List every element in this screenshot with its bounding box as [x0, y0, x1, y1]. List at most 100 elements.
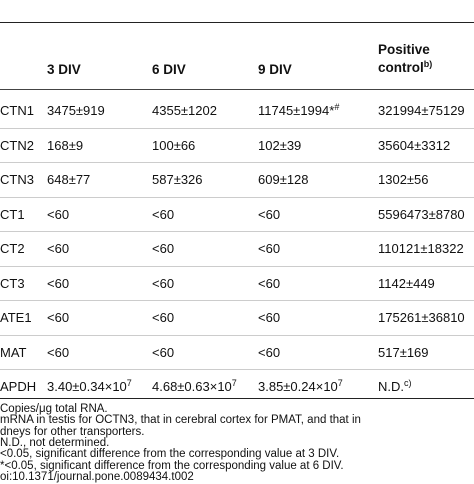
- footnote: N.D., not determined.: [0, 436, 110, 449]
- header-cell: Positive: [378, 42, 430, 57]
- row-rule: [0, 334, 474, 336]
- cell-text: <60: [258, 206, 281, 222]
- row-rule: [0, 196, 474, 198]
- cell-text: 4355±1202: [152, 103, 217, 118]
- top-rule: [0, 22, 474, 23]
- cell-text: <60: [47, 310, 70, 325]
- row-label: ATE1: [0, 310, 32, 325]
- row-label: APDH: [0, 379, 37, 394]
- cell-text: 3.40±0.34×10: [47, 379, 127, 394]
- cell: <60: [47, 345, 69, 361]
- row-label: CT2: [0, 241, 25, 256]
- cell: 102±39: [258, 138, 301, 154]
- row-label: CT1: [0, 206, 25, 222]
- row-rule: [0, 300, 474, 301]
- cell: 3.40±0.34×107: [47, 379, 132, 395]
- cell-text: 168±9: [47, 137, 84, 153]
- cell: <60: [258, 207, 280, 223]
- cell-sup: c): [404, 378, 412, 388]
- cell-text: <60: [258, 310, 281, 325]
- footnote: dneys for other transporters.: [0, 425, 145, 438]
- cell: <60: [258, 241, 280, 257]
- cell-text: 609±128: [258, 172, 309, 187]
- cell: <60: [152, 276, 174, 292]
- row-rule: [0, 265, 474, 267]
- cell-text: <60: [47, 241, 70, 256]
- cell: 3.85±0.24×107: [258, 379, 343, 395]
- cell: 587±326: [152, 172, 203, 188]
- cell-text: 1302±56: [378, 172, 429, 187]
- cell: <60: [152, 241, 174, 257]
- cell: <60: [47, 310, 69, 326]
- row-rule: [0, 231, 474, 232]
- cell-sup: #: [334, 102, 340, 112]
- row-rule: [0, 127, 474, 129]
- cell-text: <60: [152, 241, 175, 256]
- row-rule: [0, 162, 474, 163]
- cell-text: <60: [152, 206, 175, 222]
- footnote: mRNA in testis for OCTN3, that in cerebr…: [0, 414, 361, 427]
- row-label: CTN1: [0, 103, 34, 118]
- cell: 4.68±0.63×107: [152, 379, 237, 395]
- header-cell: 6 DIV: [152, 62, 186, 78]
- header-cell: 3 DIV: [47, 62, 81, 78]
- cell-text: 648±77: [47, 172, 91, 187]
- cell: <60: [47, 276, 69, 292]
- cell: 4355±1202: [152, 103, 217, 119]
- cell-text: 11745±1994*: [258, 103, 335, 118]
- cell: 168±9: [47, 138, 83, 154]
- cell: <60: [152, 345, 174, 361]
- cell: 100±66: [152, 138, 195, 154]
- cell-sup: 7: [231, 378, 237, 388]
- row-label: CT3: [0, 275, 25, 291]
- cell-text: N.D.: [378, 379, 404, 394]
- cell-text: <60: [47, 344, 70, 360]
- cell: 3475±919: [47, 103, 105, 119]
- cell: N.D.c): [378, 379, 412, 395]
- cell: 648±77: [47, 172, 90, 188]
- cell: <60: [258, 276, 280, 292]
- header-cell: controlb): [378, 60, 432, 76]
- cell: 1142±449: [378, 276, 435, 292]
- cell-text: 5596473±8780: [378, 206, 465, 222]
- cell: <60: [152, 310, 174, 326]
- footnote: *<0.05, significant difference from the …: [0, 459, 344, 472]
- cell-text: <60: [47, 275, 70, 291]
- cell: 11745±1994*#: [258, 103, 339, 119]
- row-label: MAT: [0, 344, 27, 360]
- cell: <60: [258, 310, 280, 326]
- footnote: oi:10.1371/journal.pone.0089434.t002: [0, 470, 194, 483]
- cell-text: <60: [152, 275, 175, 291]
- cell: 5596473±8780: [378, 207, 465, 223]
- cell-text: 100±66: [152, 137, 196, 153]
- cell: 321994±75129: [378, 103, 465, 119]
- cell-text: <60: [152, 344, 175, 360]
- header-cell-text: 9 DIV: [258, 62, 292, 77]
- cell-text: 110121±18322: [378, 241, 464, 256]
- cell-sup: 7: [337, 378, 343, 388]
- cell-text: 3.85±0.24×10: [258, 379, 338, 394]
- cell-text: 517±169: [378, 344, 429, 360]
- cell-text: <60: [152, 310, 175, 325]
- cell: 110121±18322: [378, 241, 464, 257]
- cell-text: <60: [47, 206, 70, 222]
- cell-text: 4.68±0.63×10: [152, 379, 232, 394]
- cell: 517±169: [378, 345, 429, 361]
- header-cell-text: 6 DIV: [152, 62, 186, 77]
- cell-text: 102±39: [258, 137, 302, 153]
- cell-text: 587±326: [152, 172, 203, 187]
- header-sup: b): [423, 59, 433, 69]
- header-cell-text: 3 DIV: [47, 62, 81, 77]
- cell: <60: [47, 241, 69, 257]
- cell: 609±128: [258, 172, 309, 188]
- cell-text: 321994±75129: [378, 103, 465, 118]
- cell-text: 3475±919: [47, 103, 105, 118]
- cell: 35604±3312: [378, 138, 450, 154]
- cell-text: <60: [258, 241, 281, 256]
- cell-text: <60: [258, 275, 281, 291]
- footnote: Copies/μg total RNA.: [0, 403, 108, 415]
- row-label: CTN3: [0, 172, 34, 187]
- cell: 1302±56: [378, 172, 429, 188]
- cell: 175261±36810: [378, 310, 465, 326]
- cell: <60: [47, 207, 69, 223]
